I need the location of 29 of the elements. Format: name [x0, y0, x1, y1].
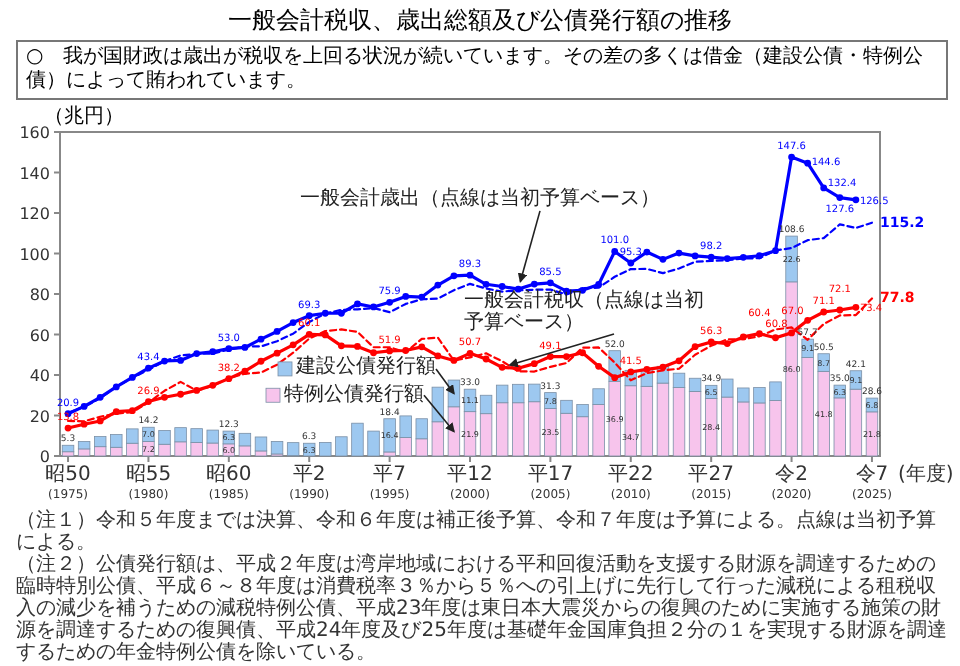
y-tick-label: 80: [29, 286, 50, 304]
text: 一般会計歳出（点線は当初予算ベース）: [300, 188, 662, 211]
x-tick-label: 平17 (2005): [527, 464, 574, 502]
x-tick-label: 令7 (2025): [852, 462, 892, 502]
y-tick-label: 60: [29, 326, 50, 345]
y-tick-label: 40: [29, 367, 50, 385]
legend-label: 特例公債発行額: [284, 383, 426, 406]
y-axis-title: （兆円）: [44, 106, 124, 128]
y-tick-label: 140: [19, 164, 50, 183]
x-tick-label: 平22 (2010): [608, 464, 654, 502]
x-tick-label: 昭60 (1985): [206, 464, 252, 502]
text: （注２）公債発行額は、平成２年度は湾岸地域における平和回復活動を支援する財源を調達するための臨時特別公債、平成６～８年度は消費税率３％から５％への引上げに先行して行った減税による租税収入の減少を補うための減税特例公債、平成23年度は東日本大震災からの復興のために実施する施策の財源を調達するための復興債、平成24年度及び25年度は基礎年金国庫負担２分の１を実現する財源を調達するための年金特例公債を除いている。: [16, 554, 948, 664]
chart-subtitle: ○ 我が国財政は歳出が税収を上回る状況が続いています。その差の多くは借金（建設公債・特例公債）によって賄われています。: [16, 40, 948, 100]
y-tick-label: 120: [19, 205, 50, 223]
y-tick-label: 20: [29, 407, 50, 426]
chart-title: 一般会計税収、歳出総額及び公債発行額の推移: [226, 4, 734, 38]
y-tick-label: 100: [19, 245, 50, 264]
x-tick-label: 平7 (1995): [369, 464, 410, 502]
y-tick-label: 160: [19, 124, 50, 142]
x-axis-title: (年度): [898, 462, 954, 486]
legend-label: 建設公債発行額: [296, 356, 438, 379]
x-tick-label: 平2 (1990): [289, 464, 330, 502]
x-tick-label: 令2 (2020): [771, 462, 812, 502]
x-tick-label: 平12 (2000): [447, 464, 493, 502]
x-tick-label: 平27 (2015): [688, 464, 734, 502]
x-tick-label: 昭55 (1980): [125, 464, 172, 502]
text: （注１）令和５年度までは決算、令和６年度は補正後予算、令和７年度は予算による。点線は当初予算による。: [16, 510, 938, 554]
x-tick-label: 昭50 (1975): [45, 464, 91, 502]
y-tick-label: 0: [39, 448, 50, 466]
